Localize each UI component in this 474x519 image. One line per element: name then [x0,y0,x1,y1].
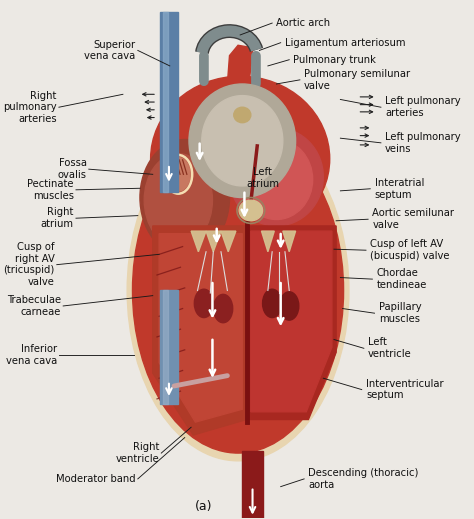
Polygon shape [153,226,246,435]
Text: Pulmonary trunk: Pulmonary trunk [293,54,376,65]
Text: Pulmonary semilunar
valve: Pulmonary semilunar valve [304,69,410,91]
Text: Superior
vena cava: Superior vena cava [84,39,136,61]
FancyBboxPatch shape [242,450,263,517]
Text: Ligamentum arteriosum: Ligamentum arteriosum [285,38,405,48]
Ellipse shape [240,140,313,220]
Ellipse shape [133,128,344,453]
Ellipse shape [213,294,233,323]
Polygon shape [246,226,336,419]
Text: Left pulmonary
veins: Left pulmonary veins [385,132,461,154]
Ellipse shape [229,128,323,226]
Polygon shape [191,231,206,252]
Polygon shape [262,231,274,252]
Text: Descending (thoracic)
aorta: Descending (thoracic) aorta [309,468,419,490]
Ellipse shape [280,292,299,320]
FancyBboxPatch shape [160,291,178,404]
Text: Cusp of
right AV
(tricuspid)
valve: Cusp of right AV (tricuspid) valve [3,242,55,287]
FancyBboxPatch shape [160,12,178,193]
Polygon shape [251,231,332,412]
Ellipse shape [202,95,283,186]
Text: Interatrial
septum: Interatrial septum [374,178,424,200]
Text: Aortic semilunar
valve: Aortic semilunar valve [373,209,455,230]
FancyBboxPatch shape [163,12,168,193]
Text: Interventricular
septum: Interventricular septum [366,379,444,400]
Polygon shape [221,231,236,252]
Ellipse shape [166,158,190,191]
Text: Right
pulmonary
arteries: Right pulmonary arteries [3,91,57,124]
Text: Fossa
ovalis: Fossa ovalis [58,158,87,180]
Text: Inferior
vena cava: Inferior vena cava [6,344,57,366]
Text: Trabeculae
carneae: Trabeculae carneae [7,295,61,317]
Text: Chordae
tendineae: Chordae tendineae [377,268,427,290]
Ellipse shape [151,76,330,241]
FancyBboxPatch shape [163,291,168,404]
Ellipse shape [239,200,263,221]
Text: Papillary
muscles: Papillary muscles [379,303,421,324]
Text: Right
ventricle: Right ventricle [115,442,159,464]
Polygon shape [283,231,296,252]
Polygon shape [228,45,253,87]
Polygon shape [159,234,242,422]
Ellipse shape [189,84,296,198]
Text: Aortic arch: Aortic arch [276,18,330,28]
Text: Right
atrium: Right atrium [41,208,74,229]
Text: Left
ventricle: Left ventricle [368,337,412,359]
Ellipse shape [140,140,229,256]
Text: Pectinate
muscles: Pectinate muscles [27,179,74,201]
Ellipse shape [263,289,282,318]
Text: Left
atrium: Left atrium [246,167,279,189]
Text: (a): (a) [195,500,213,513]
Ellipse shape [127,120,349,461]
Ellipse shape [194,289,213,318]
Ellipse shape [234,107,251,122]
Polygon shape [206,231,221,252]
Ellipse shape [144,154,212,247]
Text: Cusp of left AV
(bicuspid) valve: Cusp of left AV (bicuspid) valve [370,239,450,261]
Text: Left pulmonary
arteries: Left pulmonary arteries [385,97,461,118]
Text: Moderator band: Moderator band [56,474,136,484]
